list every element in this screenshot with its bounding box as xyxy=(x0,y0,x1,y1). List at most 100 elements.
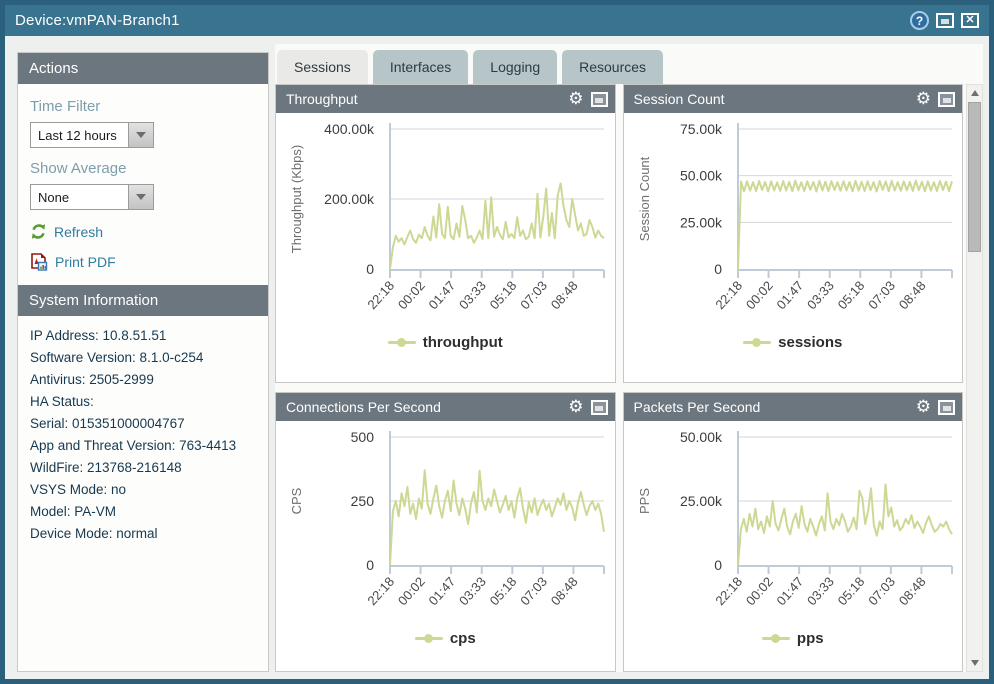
cps-legend: cps xyxy=(415,630,476,647)
title-bar: Device:vmPAN-Branch1 ? ✕ xyxy=(5,5,989,36)
tab-sessions[interactable]: Sessions xyxy=(277,50,368,84)
tab-logging[interactable]: Logging xyxy=(473,50,557,84)
svg-text:03:33: 03:33 xyxy=(456,278,489,312)
charts-grid: Throughput ⚙ Throughput (Kbps)0200.00k40… xyxy=(275,84,966,672)
tab-bar: Sessions Interfaces Logging Resources xyxy=(275,44,983,84)
system-info-line: VSYS Mode: no xyxy=(30,479,256,501)
svg-text:01:47: 01:47 xyxy=(773,278,806,312)
svg-text:22:18: 22:18 xyxy=(365,574,398,608)
tab-interfaces[interactable]: Interfaces xyxy=(373,50,468,84)
scroll-up-button[interactable] xyxy=(967,85,982,101)
svg-text:Throughput (Kbps): Throughput (Kbps) xyxy=(289,145,304,253)
svg-text:08:48: 08:48 xyxy=(895,574,928,608)
legend-label: pps xyxy=(797,630,824,647)
system-info-line: App and Threat Version: 763-4413 xyxy=(30,435,256,457)
svg-text:08:48: 08:48 xyxy=(895,278,928,312)
session-count-chart: Session Count025.00k50.00k75.00k22:1800:… xyxy=(624,115,962,332)
gear-icon[interactable]: ⚙ xyxy=(916,91,931,108)
gear-icon[interactable]: ⚙ xyxy=(568,399,583,416)
legend-label: sessions xyxy=(778,334,842,351)
help-icon[interactable]: ? xyxy=(910,11,929,30)
legend-label: throughput xyxy=(423,334,503,351)
svg-text:07:03: 07:03 xyxy=(517,574,550,608)
show-average-dropdown-button[interactable] xyxy=(128,185,153,209)
svg-text:50.00k: 50.00k xyxy=(680,168,723,184)
show-average-label: Show Average xyxy=(30,160,256,177)
svg-text:07:03: 07:03 xyxy=(865,574,898,608)
scroll-down-icon xyxy=(971,660,979,666)
panel-throughput-body: Throughput (Kbps)0200.00k400.00k22:1800:… xyxy=(276,113,615,382)
svg-text:22:18: 22:18 xyxy=(712,574,745,608)
main-area: Sessions Interfaces Logging Resources Th… xyxy=(275,44,983,672)
svg-text:0: 0 xyxy=(366,557,374,573)
svg-text:05:18: 05:18 xyxy=(834,574,867,608)
minimize-icon-glyph xyxy=(943,406,951,411)
svg-text:07:03: 07:03 xyxy=(865,278,898,312)
scroll-thumb[interactable] xyxy=(968,102,981,252)
svg-text:22:18: 22:18 xyxy=(365,278,398,312)
system-info-line: HA Status: xyxy=(30,391,256,413)
panel-session-count-header: Session Count ⚙ xyxy=(624,85,963,113)
show-average-select[interactable]: None xyxy=(30,184,154,210)
svg-text:400.00k: 400.00k xyxy=(324,121,375,137)
refresh-link[interactable]: Refresh xyxy=(30,223,256,240)
scroll-down-button[interactable] xyxy=(967,655,982,671)
pps-chart: PPS025.00k50.00k22:1800:0201:4703:3305:1… xyxy=(624,423,962,628)
time-filter-value: Last 12 hours xyxy=(31,123,128,147)
svg-text:07:03: 07:03 xyxy=(517,278,550,312)
gear-icon[interactable]: ⚙ xyxy=(916,399,931,416)
system-information-section-header: System Information xyxy=(18,285,268,316)
panel-pps-body: PPS025.00k50.00k22:1800:0201:4703:3305:1… xyxy=(624,421,963,671)
actions-header-label: Actions xyxy=(29,60,78,77)
panel-title: Connections Per Second xyxy=(286,399,568,415)
refresh-label: Refresh xyxy=(54,224,103,240)
legend-line-marker xyxy=(743,337,771,348)
panel-connections-per-second: Connections Per Second ⚙ CPS025050022:18… xyxy=(275,392,616,672)
time-filter-dropdown-button[interactable] xyxy=(128,123,153,147)
panel-pps-header: Packets Per Second ⚙ xyxy=(624,393,963,421)
panel-title: Packets Per Second xyxy=(634,399,916,415)
panels-area: Throughput ⚙ Throughput (Kbps)0200.00k40… xyxy=(275,84,983,672)
minimize-icon[interactable] xyxy=(591,92,608,107)
panel-cps-header: Connections Per Second ⚙ xyxy=(276,393,615,421)
print-pdf-label: Print PDF xyxy=(55,254,116,270)
panel-session-count-body: Session Count025.00k50.00k75.00k22:1800:… xyxy=(624,113,963,382)
print-pdf-link[interactable]: Print PDF xyxy=(30,253,256,271)
svg-text:Session Count: Session Count xyxy=(637,156,652,241)
time-filter-label: Time Filter xyxy=(30,98,256,115)
minimize-icon[interactable] xyxy=(938,400,955,415)
system-information-body: IP Address: 10.8.51.51 Software Version:… xyxy=(18,316,268,671)
system-info-line: Model: PA-VM xyxy=(30,501,256,523)
close-icon[interactable]: ✕ xyxy=(961,13,979,28)
svg-text:50.00k: 50.00k xyxy=(680,429,723,445)
system-info-line: IP Address: 10.8.51.51 xyxy=(30,325,256,347)
svg-text:25.00k: 25.00k xyxy=(680,493,723,509)
minimize-icon[interactable] xyxy=(591,400,608,415)
system-info-line: Antivirus: 2505-2999 xyxy=(30,369,256,391)
svg-text:CPS: CPS xyxy=(289,487,304,514)
tab-resources[interactable]: Resources xyxy=(562,50,663,84)
svg-text:00:02: 00:02 xyxy=(395,574,428,608)
minimize-icon-glyph xyxy=(595,98,603,103)
svg-text:25.00k: 25.00k xyxy=(680,214,723,230)
vertical-scrollbar[interactable] xyxy=(966,84,983,672)
system-info-line: Device Mode: normal xyxy=(30,523,256,545)
panel-title: Session Count xyxy=(634,91,916,107)
svg-text:01:47: 01:47 xyxy=(426,278,459,312)
cps-chart: CPS025050022:1800:0201:4703:3305:1807:03… xyxy=(276,423,614,628)
restore-icon-glyph xyxy=(941,19,949,24)
panel-throughput-header: Throughput ⚙ xyxy=(276,85,615,113)
throughput-legend: throughput xyxy=(388,334,503,351)
pdf-icon xyxy=(30,253,48,271)
svg-text:0: 0 xyxy=(714,557,722,573)
minimize-icon[interactable] xyxy=(938,92,955,107)
panel-session-count: Session Count ⚙ Session Count025.00k50.0… xyxy=(623,84,964,383)
gear-icon[interactable]: ⚙ xyxy=(568,91,583,108)
time-filter-select[interactable]: Last 12 hours xyxy=(30,122,154,148)
pps-legend: pps xyxy=(762,630,824,647)
legend-line-marker xyxy=(762,633,790,644)
svg-text:05:18: 05:18 xyxy=(834,278,867,312)
restore-icon[interactable] xyxy=(936,13,954,28)
chevron-down-icon xyxy=(136,194,146,200)
system-info-line: Serial: 015351000004767 xyxy=(30,413,256,435)
